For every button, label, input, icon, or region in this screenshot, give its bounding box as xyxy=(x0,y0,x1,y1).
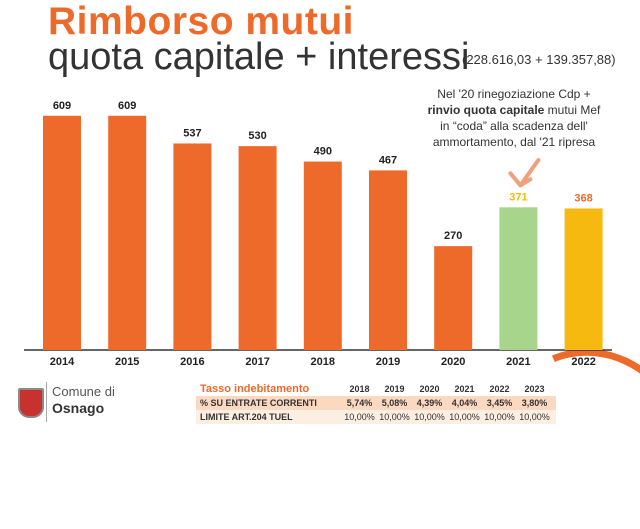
bar-2022 xyxy=(564,208,603,350)
bar-2016 xyxy=(173,143,212,350)
table-year: 2018 xyxy=(349,384,370,394)
table-cell: 10,00% xyxy=(449,412,480,422)
x-tick-label-2016: 2016 xyxy=(180,356,204,368)
table-row-label: LIMITE ART.204 TUEL xyxy=(200,412,293,422)
annotation-line-2-rest: mutui Mef xyxy=(544,103,601,117)
x-tick-label-2014: 2014 xyxy=(50,356,75,368)
table-cell: 3,45% xyxy=(486,398,513,408)
annotation-arrow xyxy=(518,158,541,188)
x-tick-label-2020: 2020 xyxy=(441,356,465,368)
data-label-2019: 467 xyxy=(379,154,397,166)
table-row: LIMITE ART.204 TUEL 10,00% 10,00% 10,00%… xyxy=(196,410,556,424)
table-year: 2022 xyxy=(489,384,510,394)
x-tick-label-2015: 2015 xyxy=(115,356,139,368)
table-year: 2020 xyxy=(419,384,440,394)
annotation-line-4: ammortamento, dal '21 ripresa xyxy=(432,135,596,149)
annotation-line-2: rinvio quota capitale mutui Mef xyxy=(396,102,632,118)
comune-label: Comune di xyxy=(52,384,115,399)
x-tick-label-2021: 2021 xyxy=(506,356,530,368)
comune-logo: Comune di Osnago xyxy=(8,378,128,432)
page-title-secondary: quota capitale + interessi xyxy=(48,36,470,78)
x-tick-label-2018: 2018 xyxy=(311,356,335,368)
indebitamento-table: Tasso indebitamento 2018 2019 2020 2021 … xyxy=(196,382,556,424)
data-label-2021: 371 xyxy=(509,191,527,203)
town-name: Osnago xyxy=(52,400,105,416)
table-cell: 3,80% xyxy=(521,398,548,408)
table-title: Tasso indebitamento xyxy=(200,383,310,395)
table-year: 2023 xyxy=(524,384,545,394)
data-label-2016: 537 xyxy=(183,127,201,139)
table-cell: 10,00% xyxy=(484,412,515,422)
x-tick-label-2022: 2022 xyxy=(571,356,595,368)
data-label-2014: 609 xyxy=(53,100,71,112)
page-subtitle: (228.616,03 + 139.357,88) xyxy=(462,52,616,67)
annotation-line-3: in “coda” alla scadenza dell' xyxy=(440,119,588,133)
page-title: Rimborso mutui xyxy=(48,0,354,43)
bar-2020 xyxy=(434,246,473,350)
annotation-line-1: Nel '20 rinegoziazione Cdp + xyxy=(437,87,591,101)
data-label-2015: 609 xyxy=(118,100,136,112)
table-row: % SU ENTRATE CORRENTI 5,74% 5,08% 4,39% … xyxy=(196,396,556,410)
table-cell: 10,00% xyxy=(519,412,550,422)
table-cell: 10,00% xyxy=(344,412,375,422)
chart-annotation: Nel '20 rinegoziazione Cdp + rinvio quot… xyxy=(396,86,632,150)
data-label-2022: 368 xyxy=(574,192,592,204)
bar-2017 xyxy=(238,146,277,350)
table-cell: 4,39% xyxy=(416,398,443,408)
table-row-label: % SU ENTRATE CORRENTI xyxy=(200,398,317,408)
x-tick-label-2019: 2019 xyxy=(376,356,400,368)
table-header-row: Tasso indebitamento 2018 2019 2020 2021 … xyxy=(196,382,556,396)
x-tick-label-2017: 2017 xyxy=(245,356,269,368)
logo-divider xyxy=(46,382,47,422)
table-cell: 5,74% xyxy=(346,398,373,408)
table-cell: 5,08% xyxy=(381,398,408,408)
table-cell: 10,00% xyxy=(414,412,445,422)
table-year: 2019 xyxy=(384,384,405,394)
data-label-2020: 270 xyxy=(444,230,462,242)
table-year: 2021 xyxy=(454,384,475,394)
annotation-bold: rinvio quota capitale xyxy=(427,103,545,117)
table-cell: 4,04% xyxy=(451,398,478,408)
bar-2014 xyxy=(43,115,81,351)
data-label-2018: 490 xyxy=(314,146,332,158)
bar-2019 xyxy=(369,170,407,350)
bar-2021 xyxy=(499,207,538,350)
bar-2015 xyxy=(108,115,147,351)
bar-2018 xyxy=(303,161,342,350)
table-cell: 10,00% xyxy=(379,412,410,422)
annotation-arrow-head xyxy=(508,171,533,188)
coat-of-arms-icon xyxy=(18,388,44,418)
data-label-2017: 530 xyxy=(248,130,266,142)
bar-chart: 609 2014 609 2015 537 2016 530 2017 490 2018 467 20… xyxy=(24,100,612,368)
